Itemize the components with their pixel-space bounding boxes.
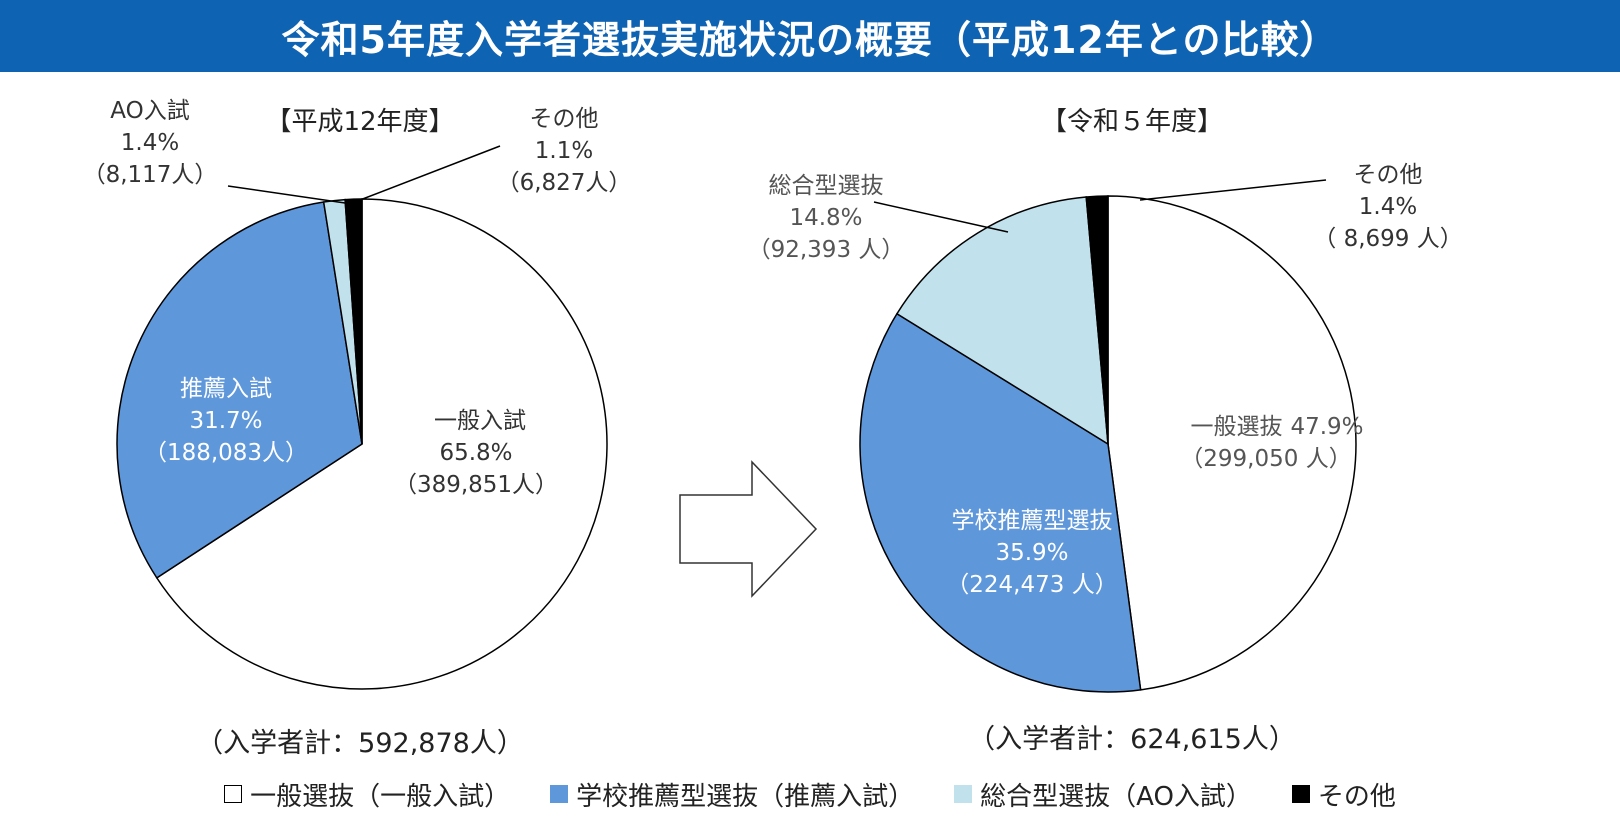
slice-label-ao-heisei12-name: AO入試	[110, 98, 189, 124]
slice-label-general-reiwa5: 一般選抜 47.9%	[1190, 414, 1363, 440]
slice-label-comprehensive-reiwa5-count: （92,393 人）	[748, 237, 905, 263]
slice-label-general-heisei12-name: 一般入試	[434, 408, 526, 434]
legend-swatch-comprehensive	[954, 785, 973, 803]
slice-label-other-heisei12-count: （6,827人）	[497, 170, 632, 196]
pie-chart-heisei12	[116, 198, 608, 690]
slice-label-school-reiwa5-percent: 35.9%	[995, 540, 1068, 566]
legend-label-other: その他	[1317, 781, 1396, 812]
legend-item-other: その他	[1291, 776, 1396, 813]
legend-swatch-general	[224, 785, 243, 803]
slice-label-ao-heisei12-percent: 1.4%	[121, 130, 179, 156]
slice-label-general-reiwa5-name: 一般選抜	[1190, 414, 1282, 440]
slice-label-general-heisei12-count: （389,851人）	[394, 472, 558, 498]
heisei12-slice-1	[116, 201, 363, 579]
legend-item-comprehensive: 総合型選抜（AO入試）	[954, 776, 1252, 813]
slice-label-general-reiwa5-count: （299,050 人）	[1180, 446, 1351, 472]
legend: 一般選抜（一般入試） 学校推薦型選抜（推薦入試） 総合型選抜（AO入試） その他	[0, 774, 1620, 814]
legend-swatch-school-recommend	[550, 785, 569, 803]
comparison-arrow	[679, 460, 818, 598]
pie-chart-reiwa5	[859, 195, 1357, 693]
page-title: 令和5年度入学者選抜実施状況の概要（平成12年との比較）	[0, 0, 1620, 72]
slice-label-other-heisei12-name: その他	[530, 106, 599, 132]
slice-label-other-heisei12-percent: 1.1%	[535, 138, 593, 164]
leader-line-ao-heisei12	[227, 185, 346, 204]
legend-swatch-other	[1291, 785, 1310, 803]
reiwa5-slice-2	[895, 196, 1109, 446]
slice-label-school-reiwa5-count: （224,473 人）	[946, 572, 1117, 598]
slice-label-other-reiwa5-percent: 1.4%	[1359, 194, 1417, 220]
chart-title-heisei12: 【平成12年度】	[265, 107, 454, 137]
leader-line-other-reiwa5	[1139, 179, 1327, 201]
reiwa5-slice-3	[1085, 195, 1109, 445]
total-label-heisei12: （入学者計：592,878人）	[196, 728, 524, 759]
slice-label-comprehensive-reiwa5-percent: 14.8%	[789, 205, 862, 231]
slice-label-ao-heisei12-count: （8,117人）	[83, 162, 218, 188]
legend-label-general: 一般選抜（一般入試）	[250, 781, 511, 812]
slice-label-comprehensive-reiwa5-name: 総合型選抜	[769, 173, 884, 199]
slice-label-recommend-heisei12-name: 推薦入試	[180, 376, 272, 402]
slice-label-school-reiwa5-name: 学校推薦型選抜	[952, 508, 1113, 534]
heisei12-slice-0	[155, 198, 608, 690]
slice-label-recommend-heisei12-count: （188,083人）	[144, 440, 308, 466]
reiwa5-slice-0	[1107, 195, 1357, 691]
slice-label-other-reiwa5-count: （ 8,699 人）	[1313, 226, 1462, 252]
slice-label-other-reiwa5-name: その他	[1354, 162, 1423, 188]
legend-item-school-recommend: 学校推薦型選抜（推薦入試）	[550, 776, 914, 813]
legend-label-school-recommend: 学校推薦型選抜（推薦入試）	[576, 781, 915, 812]
slice-label-general-heisei12-percent: 65.8%	[439, 440, 512, 466]
legend-item-general: 一般選抜（一般入試）	[224, 776, 510, 813]
leader-line-comprehensive-reiwa5	[873, 201, 1009, 233]
leader-line-other-heisei12	[359, 145, 501, 201]
slice-label-general-reiwa5-percent: 47.9%	[1290, 414, 1363, 440]
legend-label-comprehensive: 総合型選抜（AO入試）	[980, 781, 1252, 812]
total-label-reiwa5: （入学者計：624,615人）	[968, 724, 1296, 755]
chart-title-reiwa5: 【令和５年度】	[1041, 107, 1223, 137]
reiwa5-slice-1	[859, 312, 1142, 693]
slice-label-recommend-heisei12-percent: 31.7%	[189, 408, 262, 434]
